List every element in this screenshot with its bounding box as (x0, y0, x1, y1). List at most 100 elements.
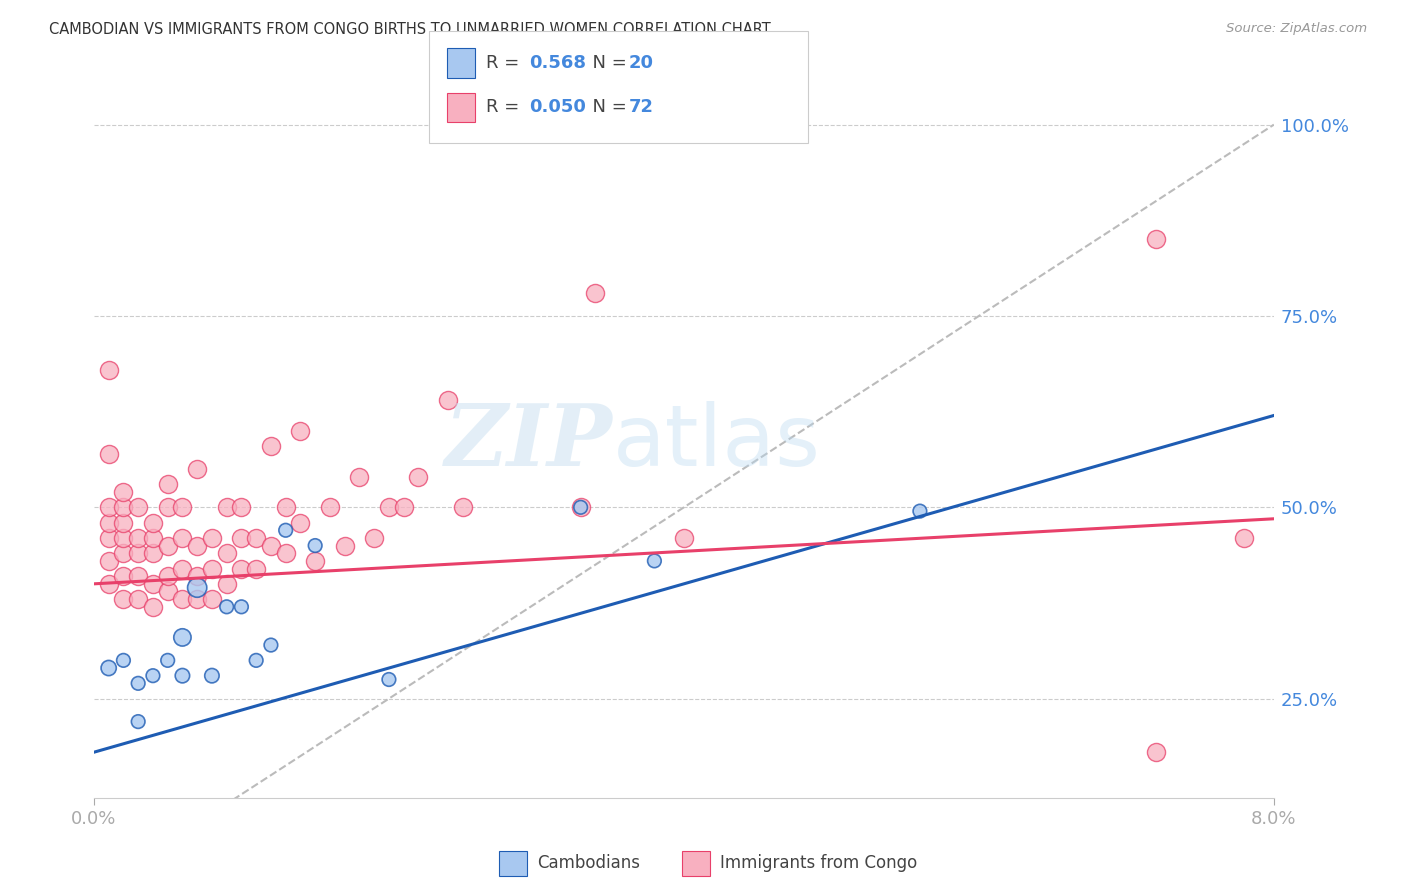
Point (392, 500, 415, 515)
Point (127, 531, 149, 545)
Point (245, 531, 267, 545)
Point (215, 599, 238, 614)
Point (142, 577, 165, 591)
Point (260, 439, 283, 453)
Point (172, 561, 194, 575)
Point (1233, 531, 1256, 545)
Point (112, 516, 135, 530)
Point (112, 531, 135, 545)
Point (186, 581, 208, 595)
Point (186, 569, 208, 583)
Point (363, 531, 385, 545)
Text: ZIP: ZIP (446, 401, 613, 484)
Point (112, 500, 135, 515)
Point (201, 531, 224, 545)
Point (127, 714, 149, 729)
Point (408, 469, 430, 483)
Point (378, 673, 401, 687)
Point (215, 546, 238, 560)
Point (142, 531, 165, 545)
Point (112, 546, 135, 560)
Point (97, 554, 120, 568)
Text: Immigrants from Congo: Immigrants from Congo (720, 855, 917, 872)
Text: R =: R = (486, 54, 526, 72)
Point (97, 500, 120, 515)
Text: N =: N = (581, 98, 633, 117)
Point (260, 539, 283, 553)
Text: 72: 72 (628, 98, 654, 117)
Point (274, 500, 297, 515)
Point (127, 500, 149, 515)
Point (333, 539, 356, 553)
Point (142, 599, 165, 614)
Point (274, 546, 297, 560)
Point (201, 668, 224, 682)
Point (672, 531, 695, 545)
Point (97, 531, 120, 545)
Point (245, 561, 267, 575)
Point (451, 500, 474, 515)
Point (112, 485, 135, 500)
Point (231, 500, 253, 515)
Text: atlas: atlas (613, 401, 821, 483)
Point (156, 584, 179, 599)
Point (156, 569, 179, 583)
Point (127, 569, 149, 583)
Text: Source: ZipAtlas.com: Source: ZipAtlas.com (1226, 22, 1367, 36)
Point (186, 539, 208, 553)
Text: CAMBODIAN VS IMMIGRANTS FROM CONGO BIRTHS TO UNMARRIED WOMEN CORRELATION CHART: CAMBODIAN VS IMMIGRANTS FROM CONGO BIRTH… (49, 22, 770, 37)
Point (156, 653, 179, 667)
Point (231, 531, 253, 545)
Point (569, 500, 592, 515)
Point (290, 424, 312, 438)
Point (97, 577, 120, 591)
Point (231, 599, 253, 614)
Point (304, 539, 326, 553)
Point (97, 516, 120, 530)
Point (1144, 745, 1167, 759)
Point (127, 546, 149, 560)
Point (319, 500, 342, 515)
Point (290, 516, 312, 530)
Point (142, 516, 165, 530)
Text: Cambodians: Cambodians (537, 855, 640, 872)
Text: R =: R = (486, 98, 526, 117)
Point (142, 668, 165, 682)
Point (172, 668, 194, 682)
Point (156, 477, 179, 491)
Point (186, 462, 208, 476)
Point (186, 592, 208, 607)
Point (274, 523, 297, 537)
Point (201, 592, 224, 607)
Point (172, 531, 194, 545)
Point (245, 653, 267, 667)
Point (112, 592, 135, 607)
Point (97, 362, 120, 376)
Point (156, 500, 179, 515)
Point (142, 546, 165, 560)
Point (112, 569, 135, 583)
Point (643, 554, 665, 568)
Point (304, 554, 326, 568)
Point (231, 561, 253, 575)
Point (127, 676, 149, 690)
Point (172, 500, 194, 515)
Point (349, 469, 371, 483)
Point (569, 500, 592, 515)
Point (908, 504, 931, 518)
Point (583, 285, 606, 300)
Text: 0.050: 0.050 (529, 98, 585, 117)
Point (156, 539, 179, 553)
Text: 20: 20 (628, 54, 654, 72)
Point (172, 592, 194, 607)
Point (1144, 232, 1167, 246)
Point (260, 638, 283, 652)
Point (127, 592, 149, 607)
Point (215, 577, 238, 591)
Text: N =: N = (581, 54, 633, 72)
Point (378, 500, 401, 515)
Point (97, 661, 120, 675)
Point (172, 631, 194, 645)
Point (97, 447, 120, 461)
Point (215, 500, 238, 515)
